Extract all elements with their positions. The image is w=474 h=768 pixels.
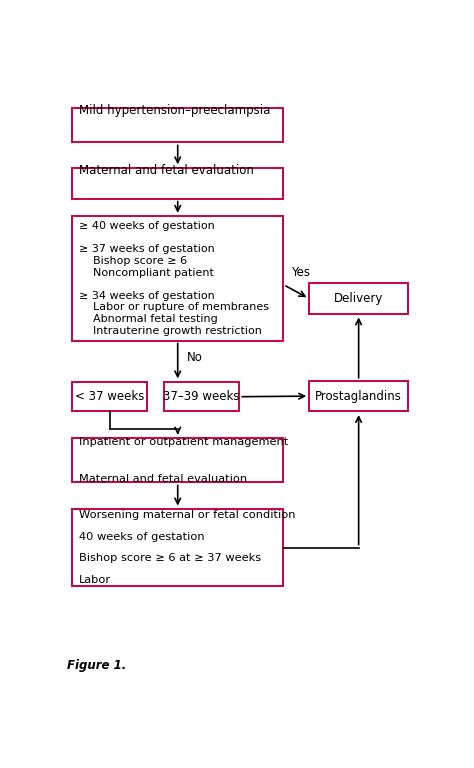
FancyBboxPatch shape <box>72 438 283 482</box>
Text: Inpatient or outpatient management: Inpatient or outpatient management <box>79 437 288 447</box>
FancyBboxPatch shape <box>72 509 283 586</box>
FancyBboxPatch shape <box>309 381 408 412</box>
Text: Maternal and fetal evaluation: Maternal and fetal evaluation <box>79 164 254 177</box>
FancyBboxPatch shape <box>72 108 283 142</box>
Text: 37–39 weeks: 37–39 weeks <box>164 390 240 403</box>
Text: Worsening maternal or fetal condition: Worsening maternal or fetal condition <box>79 510 295 520</box>
Text: Labor or rupture of membranes: Labor or rupture of membranes <box>79 303 269 313</box>
Text: Figure 1.: Figure 1. <box>66 659 126 672</box>
Text: Delivery: Delivery <box>334 292 383 305</box>
Text: Intrauterine growth restriction: Intrauterine growth restriction <box>79 326 262 336</box>
Text: ≥ 40 weeks of gestation: ≥ 40 weeks of gestation <box>79 221 214 231</box>
FancyBboxPatch shape <box>72 382 147 412</box>
Text: < 37 weeks: < 37 weeks <box>75 390 145 403</box>
Text: Maternal and fetal evaluation: Maternal and fetal evaluation <box>79 474 247 484</box>
Text: 40 weeks of gestation: 40 weeks of gestation <box>79 531 204 541</box>
Text: Mild hypertension–preeclampsia: Mild hypertension–preeclampsia <box>79 104 270 118</box>
Text: Yes: Yes <box>291 266 310 279</box>
Text: ≥ 34 weeks of gestation: ≥ 34 weeks of gestation <box>79 291 214 301</box>
FancyBboxPatch shape <box>72 217 283 340</box>
Text: ≥ 37 weeks of gestation: ≥ 37 weeks of gestation <box>79 244 214 254</box>
FancyBboxPatch shape <box>309 283 408 314</box>
Text: Bishop score ≥ 6: Bishop score ≥ 6 <box>79 256 187 266</box>
Text: Prostaglandins: Prostaglandins <box>315 389 402 402</box>
Text: Abnormal fetal testing: Abnormal fetal testing <box>79 314 218 324</box>
Text: Labor: Labor <box>79 574 111 584</box>
Text: No: No <box>187 352 203 365</box>
Text: Bishop score ≥ 6 at ≥ 37 weeks: Bishop score ≥ 6 at ≥ 37 weeks <box>79 553 261 563</box>
FancyBboxPatch shape <box>164 382 239 412</box>
Text: Noncompliant patient: Noncompliant patient <box>79 267 214 278</box>
FancyBboxPatch shape <box>72 168 283 199</box>
